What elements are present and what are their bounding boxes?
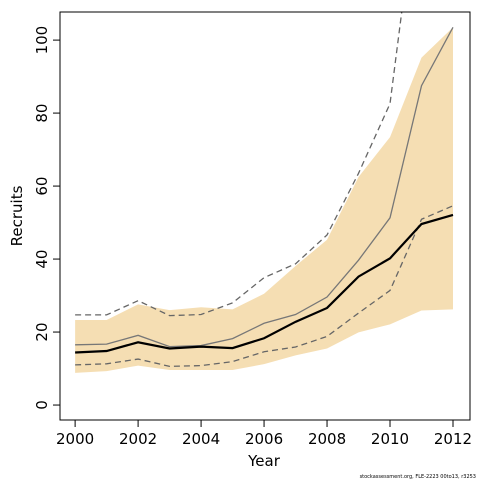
plot-area bbox=[75, 12, 454, 373]
x-tick-label: 2000 bbox=[56, 430, 94, 448]
x-tick-label: 2012 bbox=[434, 430, 472, 448]
x-tick-label: 2004 bbox=[182, 430, 220, 448]
x-tick-label: 2008 bbox=[308, 430, 346, 448]
series-line bbox=[75, 205, 454, 368]
y-tick-label: 100 bbox=[33, 26, 51, 55]
series-line bbox=[75, 213, 454, 354]
y-axis-label: Recruits bbox=[8, 185, 26, 246]
y-tick-label: 80 bbox=[33, 104, 51, 123]
y-tick-label: 20 bbox=[33, 323, 51, 342]
y-tick-label: 0 bbox=[33, 400, 51, 410]
y-tick-label: 40 bbox=[33, 250, 51, 269]
x-tick-label: 2010 bbox=[371, 430, 409, 448]
confidence-band bbox=[75, 27, 453, 373]
x-axis-label: Year bbox=[247, 452, 281, 470]
x-tick-label: 2006 bbox=[245, 430, 283, 448]
x-tick-label: 2002 bbox=[119, 430, 157, 448]
y-tick-label: 60 bbox=[33, 177, 51, 196]
footnote: stockassessment.org, FLE-2223 00to13, r3… bbox=[360, 474, 476, 480]
series-line bbox=[75, 27, 454, 348]
plot-frame bbox=[59, 11, 471, 421]
